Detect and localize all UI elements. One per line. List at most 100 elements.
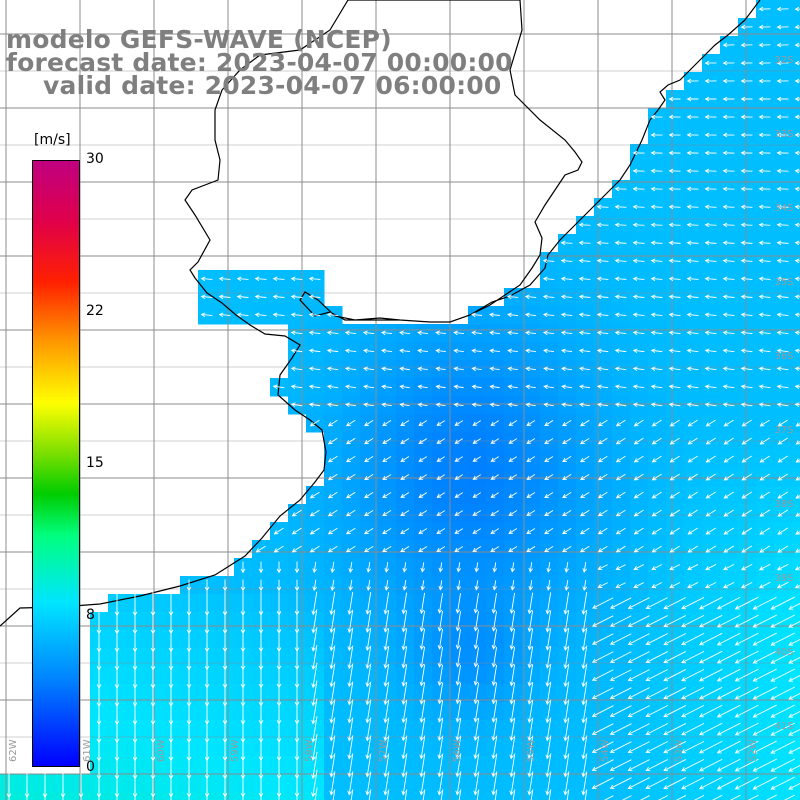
wind-arrow (543, 348, 555, 354)
wind-arrow (363, 384, 375, 390)
wind-arrow (699, 596, 723, 610)
wind-arrow (686, 294, 699, 300)
wind-arrow (704, 330, 717, 336)
wind-arrow (437, 629, 444, 650)
wind-arrow (326, 384, 339, 390)
wind-arrow (383, 645, 390, 669)
wind-arrow (200, 276, 213, 282)
lon-label: 54W (600, 739, 611, 762)
wind-arrow (723, 545, 735, 553)
wind-arrow (788, 729, 800, 736)
wind-arrow (311, 680, 318, 707)
wind-arrow (633, 545, 644, 553)
wind-arrow (740, 581, 753, 589)
wind-arrow (308, 330, 321, 336)
wind-arrow (311, 627, 318, 652)
wind-arrow (560, 240, 573, 246)
wind-cell (468, 792, 487, 800)
wind-arrow (417, 330, 429, 336)
wind-arrow (455, 700, 462, 723)
wind-arrow (609, 687, 632, 699)
wind-arrow (400, 456, 410, 462)
wind-arrow (758, 366, 771, 372)
wind-arrow (116, 786, 118, 800)
wind-arrow (8, 786, 10, 800)
wind-arrow (560, 312, 573, 318)
wind-arrow (437, 592, 444, 614)
wind-arrow (382, 545, 392, 553)
wind-arrow (794, 312, 800, 318)
wind-arrow (437, 664, 444, 687)
wind-arrow (788, 621, 800, 628)
wind-arrow (563, 735, 570, 760)
lon-label: 62W (8, 739, 19, 762)
wind-arrow (290, 348, 303, 354)
wind-arrow (741, 509, 753, 517)
wind-arrow (579, 491, 590, 499)
wind-arrow (419, 610, 426, 633)
wind-arrow (326, 402, 339, 408)
wind-arrow (326, 330, 339, 336)
wind-arrow (687, 491, 698, 499)
wind-arrow (740, 294, 753, 300)
wind-arrow (758, 294, 771, 300)
wind-arrow (632, 276, 645, 282)
wind-arrow (716, 596, 741, 610)
wind-arrow (474, 562, 480, 573)
wind-arrow (581, 681, 588, 706)
wind-arrow (609, 723, 632, 735)
wind-arrow (705, 545, 717, 553)
wind-arrow (436, 420, 446, 426)
wind-arrow (364, 491, 374, 499)
wind-arrow (454, 420, 464, 426)
wind-arrow (330, 561, 335, 574)
wind-arrow (471, 384, 482, 390)
wind-arrow (650, 132, 663, 138)
wind-arrow (596, 330, 609, 336)
wind-arrow (311, 769, 318, 798)
wind-arrow (491, 753, 498, 778)
wind-arrow (794, 348, 800, 354)
wind-arrow (704, 384, 717, 390)
wind-arrow (471, 366, 482, 372)
wind-arrow (663, 615, 687, 628)
wind-arrow (758, 60, 771, 66)
wind-arrow (473, 665, 480, 686)
wind-arrow (722, 348, 735, 354)
wind-arrow (596, 366, 609, 372)
wind-cell (504, 792, 523, 800)
wind-arrow (329, 717, 336, 742)
wind-arrow (698, 614, 723, 628)
wind-arrow (309, 491, 320, 499)
wind-arrow (669, 419, 680, 427)
wind-arrow (596, 258, 609, 264)
wind-arrow (152, 786, 154, 800)
wind-cell (396, 792, 415, 800)
wind-arrow (687, 564, 699, 571)
wind-arrow (402, 562, 408, 573)
wind-arrow (544, 546, 554, 553)
wind-arrow (716, 668, 741, 682)
wind-arrow (290, 330, 303, 336)
wind-arrow (363, 545, 374, 553)
wind-arrow (365, 717, 372, 742)
wind-arrow (614, 348, 627, 354)
wind-arrow (491, 593, 498, 614)
wind-arrow (770, 758, 796, 772)
lat-label: 36S (774, 351, 793, 362)
lon-label: 53W (674, 739, 685, 762)
wind-arrow (788, 693, 800, 700)
wind-arrow (740, 563, 753, 571)
wind-arrow (723, 473, 734, 481)
wind-arrow (675, 795, 687, 800)
wind-arrow (704, 114, 717, 120)
wind-arrow (632, 402, 645, 408)
wind-arrow (668, 168, 681, 174)
wind-arrow (453, 366, 464, 372)
wind-arrow (525, 348, 536, 354)
wind-arrow (668, 96, 681, 102)
wind-arrow (668, 294, 681, 300)
wind-arrow (330, 579, 335, 592)
wind-arrow (609, 759, 632, 771)
